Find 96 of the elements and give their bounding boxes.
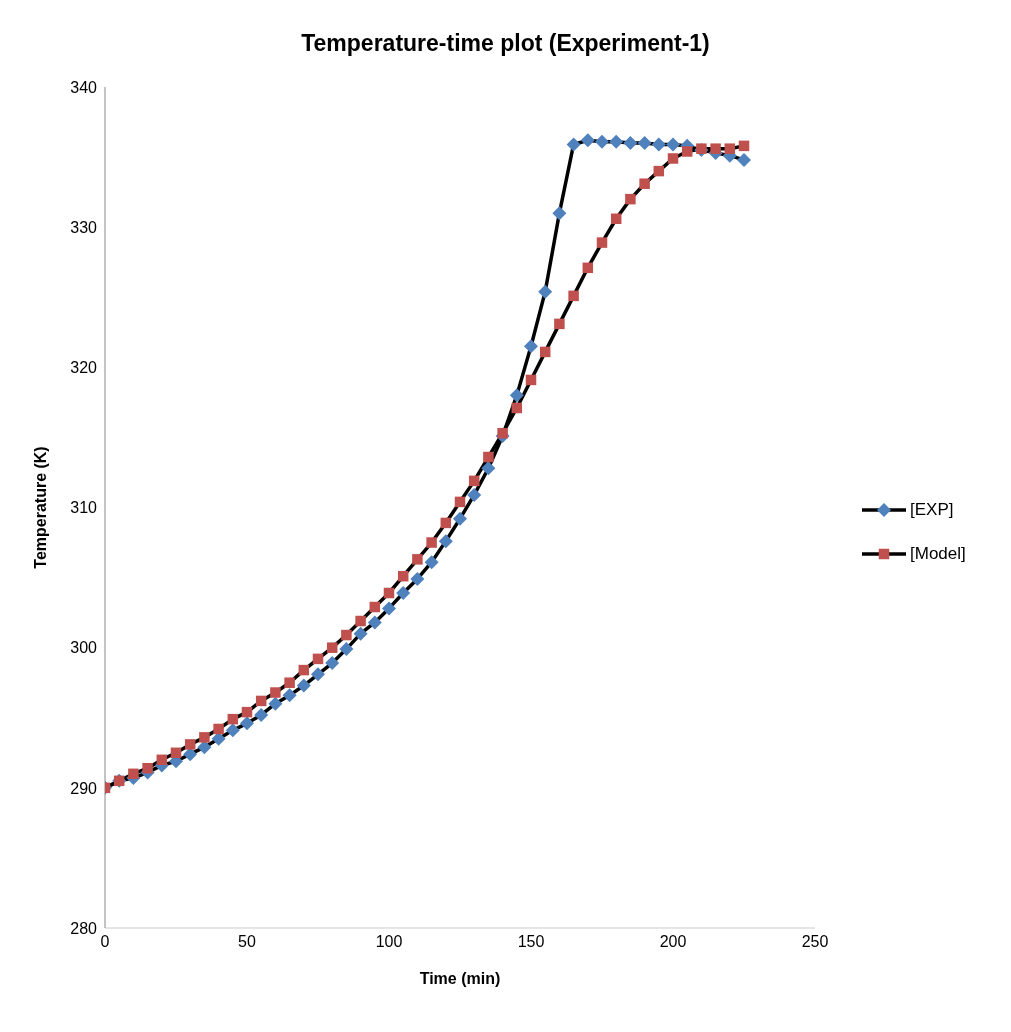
point (554, 318, 565, 330)
point (609, 134, 624, 149)
point (284, 677, 295, 688)
point (440, 517, 452, 529)
point (326, 642, 338, 653)
point (497, 427, 508, 439)
point (227, 713, 239, 725)
point (156, 754, 168, 766)
x-tick-label: 150 (517, 933, 545, 951)
point (596, 237, 608, 248)
y-tick-label: 310 (70, 499, 98, 517)
point (566, 137, 581, 152)
x-tick-label: 100 (375, 933, 403, 951)
point (353, 626, 368, 641)
point (128, 768, 139, 780)
point (410, 571, 425, 586)
point (183, 747, 198, 762)
point (270, 687, 281, 698)
x-axis-title: Time (min) (419, 970, 501, 987)
point (438, 534, 453, 549)
point (241, 706, 253, 718)
point (538, 284, 553, 299)
point (213, 723, 224, 735)
point (724, 143, 736, 154)
point (369, 601, 381, 613)
point (142, 762, 153, 774)
y-tick-label: 330 (70, 218, 98, 236)
point (737, 152, 751, 167)
point (197, 740, 212, 755)
point (696, 143, 707, 154)
point (424, 555, 439, 570)
x-tick-label: 50 (238, 933, 256, 951)
x-tick-label: 200 (659, 933, 687, 951)
point (341, 629, 352, 641)
point (382, 601, 396, 616)
point (412, 554, 423, 565)
point (511, 402, 523, 414)
point (481, 461, 496, 476)
point (397, 570, 409, 582)
point (653, 165, 665, 177)
point (240, 716, 254, 731)
point (282, 688, 297, 703)
point (468, 475, 480, 487)
point (396, 586, 411, 600)
point (552, 206, 567, 221)
point (666, 137, 680, 152)
y-tick-label: 290 (70, 779, 98, 797)
point (298, 664, 310, 676)
point (426, 537, 437, 548)
point (254, 707, 269, 722)
point (710, 143, 721, 154)
point (311, 667, 325, 682)
point (383, 587, 395, 599)
legend-label: [Model] (910, 544, 966, 564)
point (367, 615, 382, 630)
point (681, 146, 693, 157)
y-tick-label: 300 (70, 639, 98, 657)
point (312, 653, 324, 665)
point (509, 388, 524, 403)
y-tick-label: 320 (70, 359, 98, 377)
y-tick-label: 340 (70, 78, 98, 96)
point (667, 153, 679, 164)
point (296, 678, 311, 693)
x-tick-label: 0 (100, 933, 110, 951)
point (339, 642, 354, 657)
point (568, 290, 579, 302)
point (639, 178, 650, 189)
legend-label: [EXP] (910, 500, 954, 520)
point (539, 346, 551, 358)
x-tick-label: 250 (801, 933, 829, 951)
point (610, 213, 622, 225)
point (582, 262, 594, 274)
point (525, 374, 537, 386)
point (170, 747, 182, 759)
point (580, 133, 595, 148)
point (355, 615, 366, 627)
point (255, 695, 267, 707)
y-tick-label: 280 (70, 919, 98, 937)
point (184, 739, 196, 750)
point (738, 140, 750, 152)
y-axis-title: Temperature (K) (31, 446, 49, 569)
point (225, 723, 240, 738)
chart-title: Temperature-time plot (Experiment-1) (300, 30, 711, 57)
point (483, 451, 494, 463)
point (454, 496, 466, 508)
point (595, 134, 609, 149)
point (467, 487, 482, 502)
point (325, 656, 340, 671)
point (623, 136, 638, 151)
point (637, 136, 652, 151)
point (651, 137, 666, 152)
point (625, 193, 636, 205)
point (199, 732, 210, 743)
point (524, 339, 538, 354)
point (453, 511, 467, 526)
point (268, 696, 283, 711)
